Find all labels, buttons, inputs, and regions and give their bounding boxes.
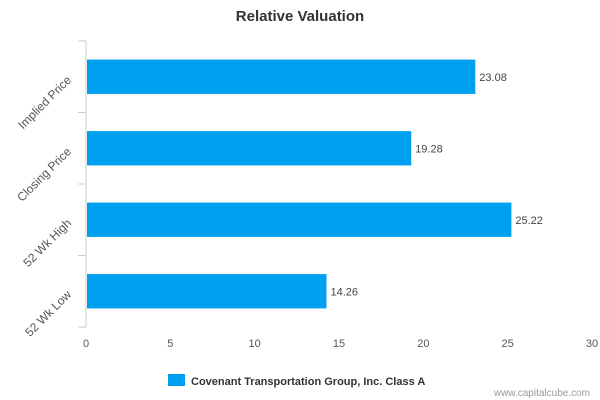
bars-layer: 23.08 19.28 25.22 14.26 [78, 40, 543, 328]
bar [87, 131, 412, 166]
x-tick-label: 0 [83, 338, 89, 350]
category-label: 52 Wk High [20, 216, 74, 270]
credit-text: www.capitalcube.com [493, 388, 590, 399]
chart-title: Relative Valuation [236, 8, 364, 25]
category-label: Implied Price [15, 73, 74, 132]
data-label: 14.26 [331, 286, 359, 298]
x-tick-label: 25 [502, 338, 514, 350]
data-label: 25.22 [515, 215, 543, 227]
x-tick-label: 15 [333, 338, 345, 350]
bar [87, 202, 512, 237]
legend: Covenant Transportation Group, Inc. Clas… [168, 374, 425, 388]
x-tick-label: 30 [586, 338, 598, 350]
data-label: 19.28 [415, 143, 443, 155]
x-tick-label: 20 [417, 338, 429, 350]
bar [87, 274, 327, 309]
bar [87, 59, 476, 94]
data-label: 23.08 [479, 72, 507, 84]
x-axis-ticks: 0 5 10 15 20 25 30 [83, 338, 598, 350]
x-tick-label: 10 [249, 338, 261, 350]
category-labels: Implied Price Closing Price 52 Wk High 52 W… [14, 73, 74, 340]
legend-swatch [168, 374, 185, 386]
category-label: 52 Wk Low [22, 287, 74, 339]
x-tick-label: 5 [167, 338, 173, 350]
legend-label: Covenant Transportation Group, Inc. Clas… [191, 376, 425, 388]
category-label: Closing Price [14, 144, 74, 204]
